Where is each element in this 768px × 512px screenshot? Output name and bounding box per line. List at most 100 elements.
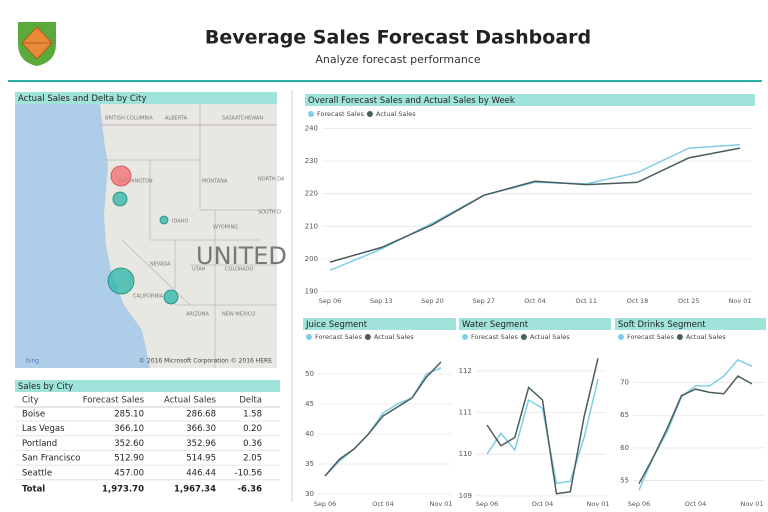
panel-header	[15, 92, 277, 104]
y-tick-label: 111	[459, 409, 472, 417]
city-bubble	[112, 191, 128, 207]
y-tick-label: 240	[305, 125, 318, 133]
x-tick-label: Nov 01	[728, 297, 751, 305]
column-header: City	[22, 396, 39, 406]
y-tick-label: 110	[459, 450, 472, 458]
x-tick-label: Oct 25	[678, 297, 700, 305]
x-tick-label: Nov 01	[429, 500, 452, 508]
legend-marker	[618, 334, 624, 340]
legend-label: Forecast Sales	[627, 333, 674, 341]
x-tick-label: Sep 06	[319, 297, 342, 305]
x-tick-label: Oct 04	[532, 500, 554, 508]
x-tick-label: Oct 18	[627, 297, 649, 305]
table-total: -6.36	[238, 485, 263, 495]
x-tick-label: Oct 04	[524, 297, 546, 305]
legend-label: Actual Sales	[374, 333, 414, 341]
logo	[18, 22, 56, 66]
x-tick-label: Sep 06	[628, 500, 651, 508]
x-tick-label: Oct 11	[575, 297, 597, 305]
map-label: SOUTH D	[258, 210, 281, 216]
table-cell: 0.20	[243, 424, 262, 434]
panel-header	[15, 380, 280, 392]
table-cell: 352.96	[186, 439, 216, 449]
map-logo: bing	[26, 358, 39, 365]
series-line	[329, 147, 741, 263]
map-label: NORTH DA	[258, 177, 285, 183]
legend-marker	[366, 111, 373, 117]
city-bubble	[159, 215, 169, 225]
table-cell: 1.58	[243, 410, 262, 420]
city-bubble	[107, 267, 135, 295]
series-line	[638, 375, 753, 485]
panel-header	[615, 318, 766, 330]
city-bubble	[110, 165, 132, 187]
map-label: UTAH	[192, 267, 206, 273]
table-cell: 366.10	[114, 424, 144, 434]
legend-marker	[306, 334, 312, 340]
city-bubble	[163, 289, 179, 305]
table-cell: Las Vegas	[22, 424, 65, 434]
map-label: MONTANA	[202, 179, 228, 185]
x-tick-label: Sep 20	[421, 297, 444, 305]
table-cell: 366.30	[186, 424, 216, 434]
y-tick-label: 200	[305, 255, 318, 263]
x-tick-label: Nov 01	[740, 500, 763, 508]
y-tick-label: 50	[305, 370, 314, 378]
y-tick-label: 190	[305, 287, 318, 295]
table-cell: 285.10	[114, 410, 144, 420]
map-label: SASKATCHEWAN	[222, 116, 263, 122]
x-tick-label: Sep 06	[314, 500, 337, 508]
table-cell: 2.05	[243, 454, 262, 464]
table-cell: 446.44	[186, 468, 216, 478]
map-label: COLORADO	[225, 267, 254, 273]
table-total: 1,973.70	[102, 485, 144, 495]
table-cell: Seattle	[22, 468, 52, 478]
table-cell: San Francisco	[22, 454, 80, 464]
panel-title: Actual Sales and Delta by City	[18, 94, 147, 104]
legend-marker	[676, 334, 683, 340]
map-label: IDAHO	[172, 219, 188, 225]
chart-title: Juice Segment	[305, 320, 368, 330]
table-cell: Boise	[22, 410, 45, 420]
legend-label: Actual Sales	[530, 333, 570, 341]
table-total: 1,967.34	[174, 485, 216, 495]
map-label: BRITISH COLUMBIA	[105, 116, 153, 122]
subtitle: Analyze forecast performance	[315, 53, 481, 66]
legend-marker	[308, 111, 314, 117]
y-tick-label: 60	[620, 444, 629, 452]
legend-marker	[520, 334, 527, 340]
map-attribution: © 2016 Microsoft Corporation © 2016 HERE	[139, 358, 272, 365]
legend-label: Actual Sales	[686, 333, 726, 341]
map-label: NEVADA	[150, 262, 171, 268]
x-tick-label: Nov 01	[586, 500, 609, 508]
map-label: NEW MEXICO	[222, 312, 255, 318]
chart-title: Soft Drinks Segment	[618, 320, 706, 330]
x-tick-label: Oct 04	[685, 500, 707, 508]
legend-label: Forecast Sales	[317, 110, 364, 118]
x-tick-label: Sep 27	[472, 297, 495, 305]
y-tick-label: 35	[305, 460, 314, 468]
table-cell: 512.90	[114, 454, 144, 464]
table-cell: 286.68	[186, 410, 216, 420]
x-tick-label: Sep 13	[370, 297, 393, 305]
panel-header	[459, 318, 611, 330]
legend-label: Actual Sales	[376, 110, 416, 118]
chart-title: Water Segment	[462, 320, 529, 330]
series-line	[324, 367, 442, 477]
legend-marker	[364, 334, 371, 340]
chart-title: Overall Forecast Sales and Actual Sales …	[308, 96, 515, 106]
y-tick-label: 65	[620, 411, 629, 419]
title: Beverage Sales Forecast Dashboard	[205, 27, 591, 49]
panel-title: Sales by City	[18, 382, 73, 392]
map-label: ALBERTA	[165, 116, 188, 122]
y-tick-label: 210	[305, 222, 318, 230]
x-tick-label: Sep 06	[476, 500, 499, 508]
map-label: WYOMING	[213, 225, 238, 231]
table-cell: 457.00	[114, 468, 144, 478]
table-cell: Portland	[22, 439, 57, 449]
map-label: CALIFORNIA	[133, 294, 164, 300]
x-tick-label: Oct 04	[372, 500, 394, 508]
y-tick-label: 109	[459, 492, 472, 500]
